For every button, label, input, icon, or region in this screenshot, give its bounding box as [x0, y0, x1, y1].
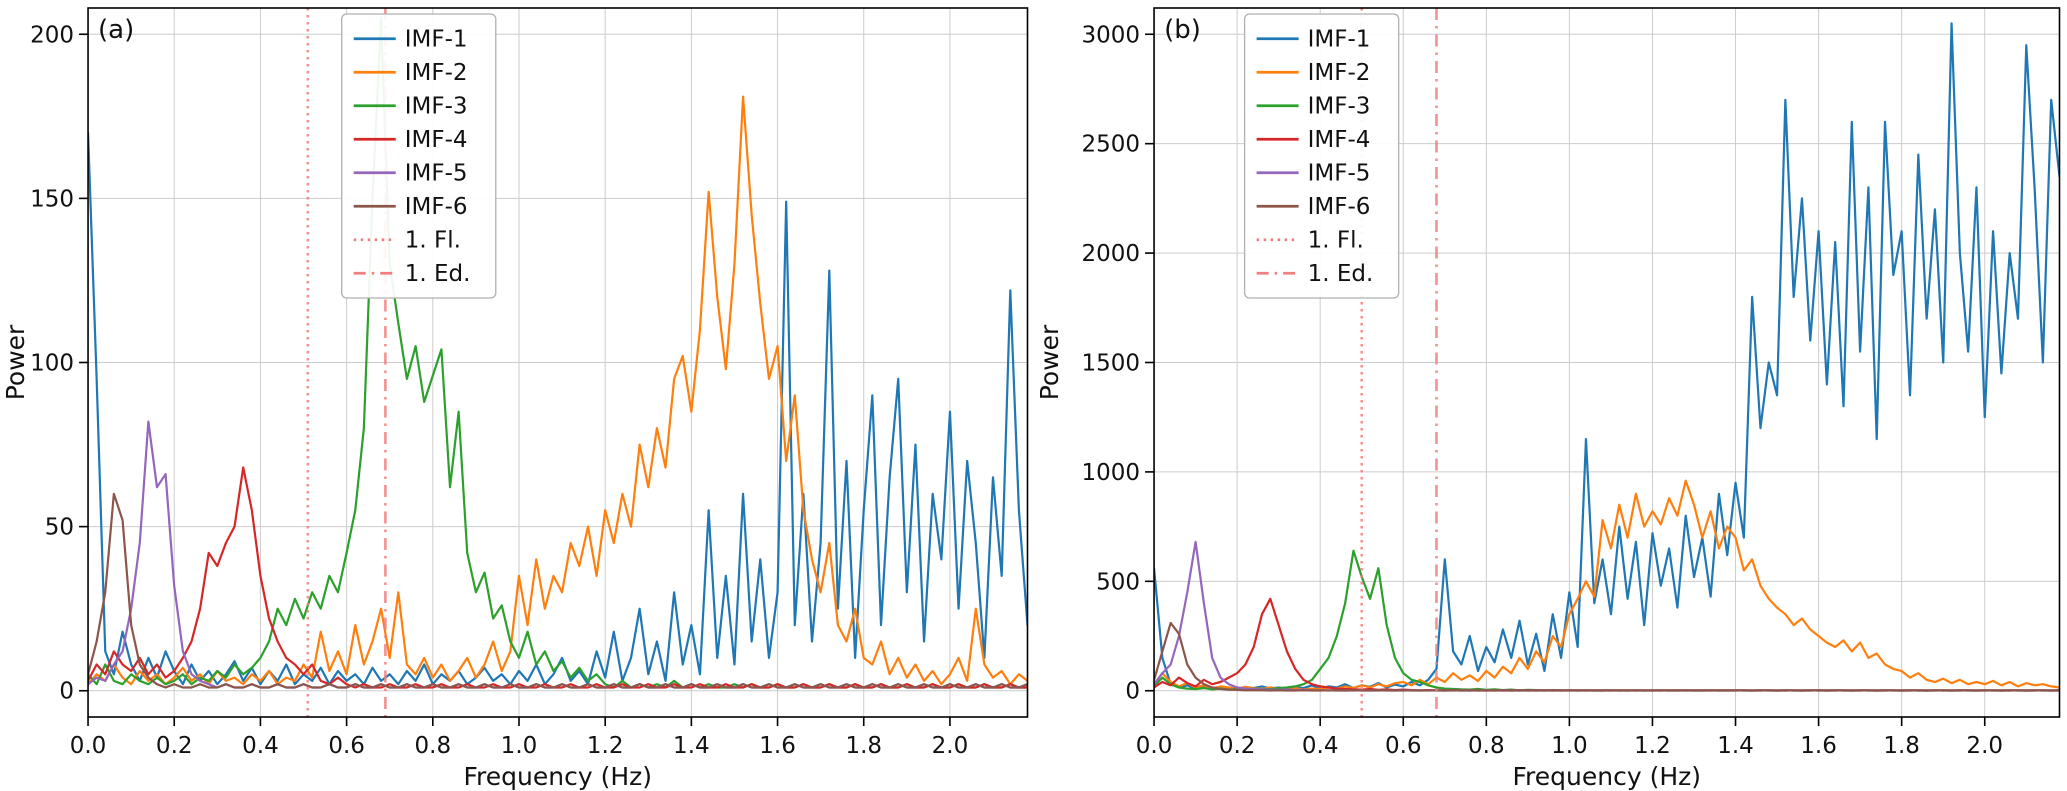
x-tick-label: 1.0 [1551, 733, 1588, 759]
x-tick-label: 1.4 [1717, 733, 1754, 759]
legend-label: 1. Ed. [405, 261, 471, 287]
legend-label: IMF-2 [405, 60, 468, 86]
legend-label: IMF-6 [1307, 194, 1370, 220]
x-tick-label: 0.6 [1384, 733, 1421, 759]
x-tick-label: 1.6 [759, 733, 796, 759]
legend-label: IMF-4 [1307, 127, 1370, 153]
x-tick-label: 0.8 [415, 733, 452, 759]
panel-letter: (a) [98, 15, 134, 45]
x-tick-label: 0.0 [70, 733, 107, 759]
x-tick-label: 0.8 [1468, 733, 1505, 759]
x-tick-label: 1.2 [587, 733, 624, 759]
legend-frame [1243, 13, 1399, 299]
x-tick-label: 0.4 [242, 733, 279, 759]
x-tick-label: 0.2 [1218, 733, 1255, 759]
x-tick-label: 0.0 [1135, 733, 1172, 759]
y-tick-label: 3000 [1081, 22, 1140, 48]
x-tick-label: 2.0 [1966, 733, 2003, 759]
y-tick-label: 2500 [1081, 132, 1140, 158]
legend: IMF-1 IMF-2 IMF-3 IMF-4 IMF-5 IMF-6 1. Fl. 1. E… [341, 13, 497, 299]
series-line-imf-1 [88, 131, 1028, 686]
series-line-imf-6 [88, 492, 1028, 689]
y-tick-label: 1000 [1081, 460, 1140, 486]
series-line-imf-3 [88, 16, 1028, 689]
panel-letter: (b) [1164, 15, 1201, 45]
x-tick-label: 1.4 [673, 733, 710, 759]
x-tick-label: 1.8 [845, 733, 882, 759]
legend-label: IMF-5 [1307, 161, 1370, 187]
legend-label: IMF-3 [1307, 94, 1370, 120]
tick-labels: 0.0 0.2 0.4 0.6 0.8 1.0 1.2 1.4 1.6 1.8 2.0 0 500 100… [1081, 22, 2003, 759]
x-tick-label: 2.0 [932, 733, 969, 759]
y-tick-label: 200 [30, 22, 74, 48]
y-tick-label: 500 [1096, 569, 1140, 595]
series-line-imf-5 [88, 420, 1028, 689]
y-tick-label: 2000 [1081, 241, 1140, 267]
panel-b: 0.0 0.2 0.4 0.6 0.8 1.0 1.2 1.4 1.6 1.8 2.0 0 500 100… [1034, 0, 2067, 791]
x-tick-label: 0.6 [328, 733, 365, 759]
series-line-imf-1 [1153, 22, 2059, 691]
x-tick-label: 0.4 [1301, 733, 1338, 759]
legend-label: IMF-3 [405, 94, 468, 120]
x-axis-label: Frequency (Hz) [463, 762, 652, 791]
y-axis-label: Power [1035, 324, 1064, 400]
legend-label: IMF-2 [1307, 60, 1370, 86]
legend-label: IMF-5 [405, 161, 468, 187]
panel-a: 0.0 0.2 0.4 0.6 0.8 1.0 1.2 1.4 1.6 1.8 2.0 0 50 100 1… [1, 7, 1029, 791]
x-tick-label: 1.8 [1883, 733, 1920, 759]
axes-frame [1152, 7, 2060, 718]
y-tick-label: 150 [30, 186, 74, 212]
legend-label: IMF-4 [405, 127, 468, 153]
series-line-imf-2 [88, 95, 1028, 686]
legend-label: IMF-6 [405, 194, 468, 220]
plot-area [88, 8, 1028, 717]
series-line-imf-4 [88, 466, 1028, 689]
legend-label: IMF-1 [405, 27, 468, 53]
legend-label: 1. Fl. [405, 228, 461, 254]
legend-frame [341, 13, 497, 299]
legend-label: 1. Fl. [1307, 228, 1363, 254]
tick-labels: 0.0 0.2 0.4 0.6 0.8 1.0 1.2 1.4 1.6 1.8 2.0 0 50 100 1… [30, 22, 968, 759]
y-tick-label: 100 [30, 351, 74, 377]
x-tick-label: 1.0 [501, 733, 538, 759]
legend-label: 1. Ed. [1307, 261, 1373, 287]
y-tick-label: 1500 [1081, 351, 1140, 377]
x-axis-label: Frequency (Hz) [1512, 762, 1701, 791]
series-line-imf-6 [1153, 621, 2059, 692]
x-tick-label: 1.2 [1634, 733, 1671, 759]
y-tick-label: 0 [1125, 679, 1140, 705]
x-tick-label: 1.6 [1800, 733, 1837, 759]
legend: IMF-1 IMF-2 IMF-3 IMF-4 IMF-5 IMF-6 1. Fl. 1. E… [1243, 13, 1399, 299]
y-tick-label: 50 [45, 515, 74, 541]
series-line-imf-5 [1153, 540, 2059, 692]
y-axis-label: Power [1, 324, 30, 400]
series-line-imf-3 [1153, 549, 2059, 692]
x-tick-label: 0.2 [156, 733, 193, 759]
chart-panel-b: 0.0 0.2 0.4 0.6 0.8 1.0 1.2 1.4 1.6 1.8 2.0 0 500 100… [1035, 7, 2060, 791]
plot-area [1153, 8, 2059, 717]
chart-panel-a: 0.0 0.2 0.4 0.6 0.8 1.0 1.2 1.4 1.6 1.8 2.0 0 50 100 1… [1, 7, 1029, 791]
y-tick-label: 0 [59, 679, 74, 705]
legend-label: IMF-1 [1307, 27, 1370, 53]
grid [87, 8, 1028, 717]
